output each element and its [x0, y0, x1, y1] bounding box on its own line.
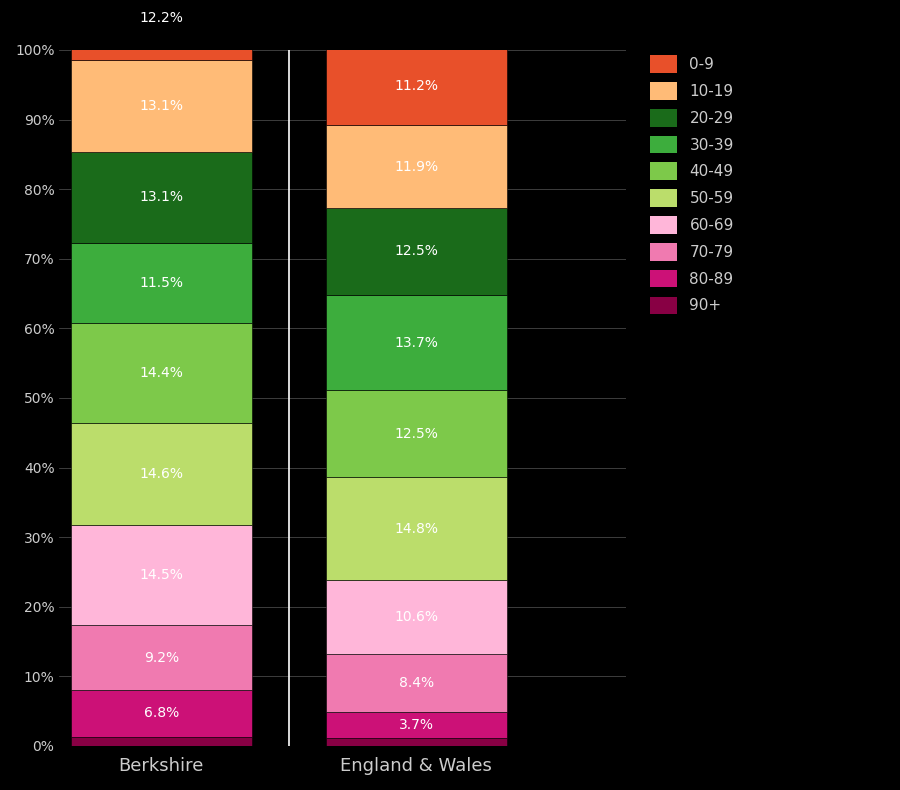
Bar — [71, 690, 252, 737]
Bar — [71, 423, 252, 525]
Text: 12.5%: 12.5% — [394, 427, 438, 441]
Text: 14.6%: 14.6% — [140, 467, 184, 481]
Text: 14.5%: 14.5% — [140, 568, 184, 582]
Text: 12.2%: 12.2% — [140, 11, 184, 25]
Text: 8.4%: 8.4% — [399, 676, 434, 690]
Bar — [326, 581, 507, 654]
Text: 13.1%: 13.1% — [140, 99, 184, 113]
Text: 12.5%: 12.5% — [394, 244, 438, 258]
Text: 11.5%: 11.5% — [140, 276, 184, 290]
Text: 14.4%: 14.4% — [140, 366, 184, 380]
Text: 13.1%: 13.1% — [140, 190, 184, 204]
Bar — [71, 152, 252, 243]
Text: 13.7%: 13.7% — [394, 336, 438, 350]
Bar — [326, 295, 507, 390]
Bar — [71, 626, 252, 690]
Text: 6.8%: 6.8% — [144, 706, 179, 720]
Text: 10.6%: 10.6% — [394, 610, 438, 624]
Bar — [71, 243, 252, 323]
Bar — [71, 60, 252, 152]
Legend: 0-9, 10-19, 20-29, 30-39, 40-49, 50-59, 60-69, 70-79, 80-89, 90+: 0-9, 10-19, 20-29, 30-39, 40-49, 50-59, … — [645, 51, 738, 319]
Bar — [326, 390, 507, 477]
Bar — [326, 47, 507, 125]
Bar — [326, 738, 507, 746]
Text: 9.2%: 9.2% — [144, 650, 179, 664]
Text: 14.8%: 14.8% — [394, 521, 438, 536]
Bar — [326, 713, 507, 738]
Bar — [71, 323, 252, 423]
Text: 3.7%: 3.7% — [399, 718, 434, 732]
Bar — [326, 654, 507, 713]
Bar — [326, 125, 507, 208]
Bar — [71, 525, 252, 626]
Bar — [326, 477, 507, 581]
Bar — [326, 208, 507, 295]
Bar — [71, 0, 252, 60]
Bar — [71, 737, 252, 746]
Text: 11.9%: 11.9% — [394, 160, 438, 174]
Text: 11.2%: 11.2% — [394, 79, 438, 93]
